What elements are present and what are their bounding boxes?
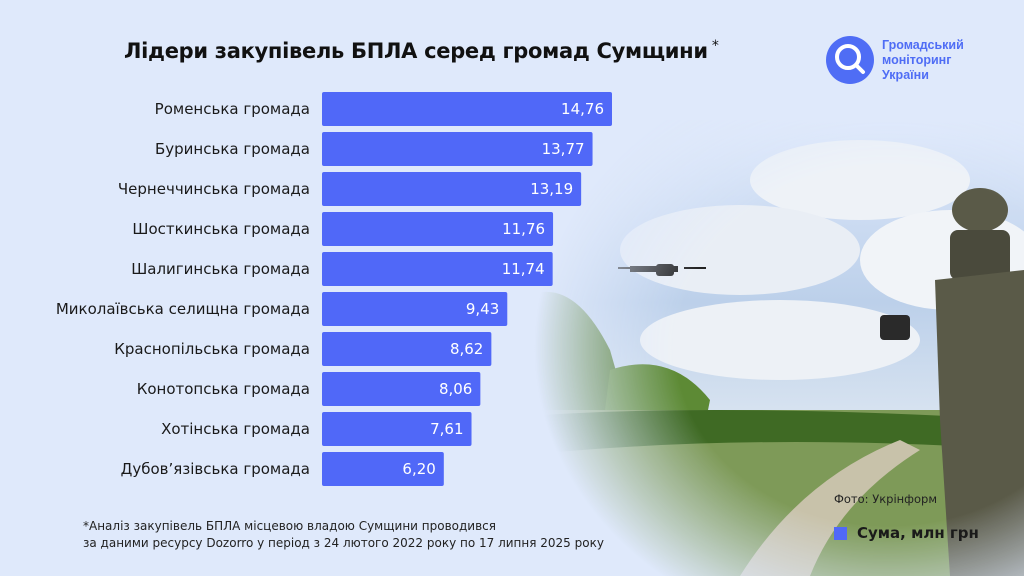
value-label: 8,62: [450, 340, 483, 358]
value-label: 11,76: [502, 220, 545, 238]
legend-swatch: [834, 526, 847, 540]
footnote: *Аналіз закупівель БПЛА місцевою владою …: [83, 518, 604, 552]
magnifier-icon: [826, 36, 874, 84]
value-label: 6,20: [402, 460, 435, 478]
chart-title: Лідери закупівель БПЛА серед громад Сумщ…: [124, 38, 719, 63]
value-label: 11,74: [502, 260, 545, 278]
legend-label: Сума, млн грн: [857, 524, 979, 542]
bar: [322, 252, 553, 286]
category-label: Дубов’язівська громада: [121, 460, 310, 478]
bar: [322, 372, 481, 406]
legend: Сума, млн грн: [834, 524, 979, 542]
logo: Громадський моніторинг України: [826, 36, 964, 84]
bar: [322, 92, 612, 126]
bar: [322, 172, 582, 206]
title-asterisk: *: [711, 38, 719, 54]
bar: [322, 412, 472, 446]
bar: [322, 292, 508, 326]
category-label: Роменська громада: [155, 100, 310, 118]
footnote-line-1: *Аналіз закупівель БПЛА місцевою владою …: [83, 519, 496, 533]
category-label: Буринська громада: [155, 140, 310, 158]
bar: [322, 332, 492, 366]
value-label: 13,19: [530, 180, 573, 198]
value-label: 8,06: [439, 380, 472, 398]
category-label: Краснопільська громада: [114, 340, 310, 358]
photo-credit: Фото: Укрінформ: [834, 492, 938, 506]
drone-photo: [480, 120, 1024, 576]
logo-line-3: України: [882, 67, 929, 82]
category-label: Хотінська громада: [161, 420, 310, 438]
value-label: 9,43: [466, 300, 499, 318]
value-label: 7,61: [430, 420, 463, 438]
chart-title-text: Лідери закупівель БПЛА серед громад Сумщ…: [124, 39, 708, 63]
logo-line-2: моніторинг: [882, 52, 952, 67]
category-label: Шалигинська громада: [131, 260, 310, 278]
bar: [322, 452, 444, 486]
category-label: Конотопська громада: [137, 380, 310, 398]
value-label: 14,76: [561, 100, 604, 118]
value-label: 13,77: [542, 140, 585, 158]
logo-line-1: Громадський: [882, 37, 964, 52]
category-label: Шосткинська громада: [132, 220, 310, 238]
bar: [322, 132, 593, 166]
category-label: Миколаївська селищна громада: [56, 300, 310, 318]
footnote-line-2: за даними ресурсу Dozorro у період з 24 …: [83, 536, 604, 550]
bar: [322, 212, 554, 246]
category-label: Чернеччинська громада: [118, 180, 310, 198]
